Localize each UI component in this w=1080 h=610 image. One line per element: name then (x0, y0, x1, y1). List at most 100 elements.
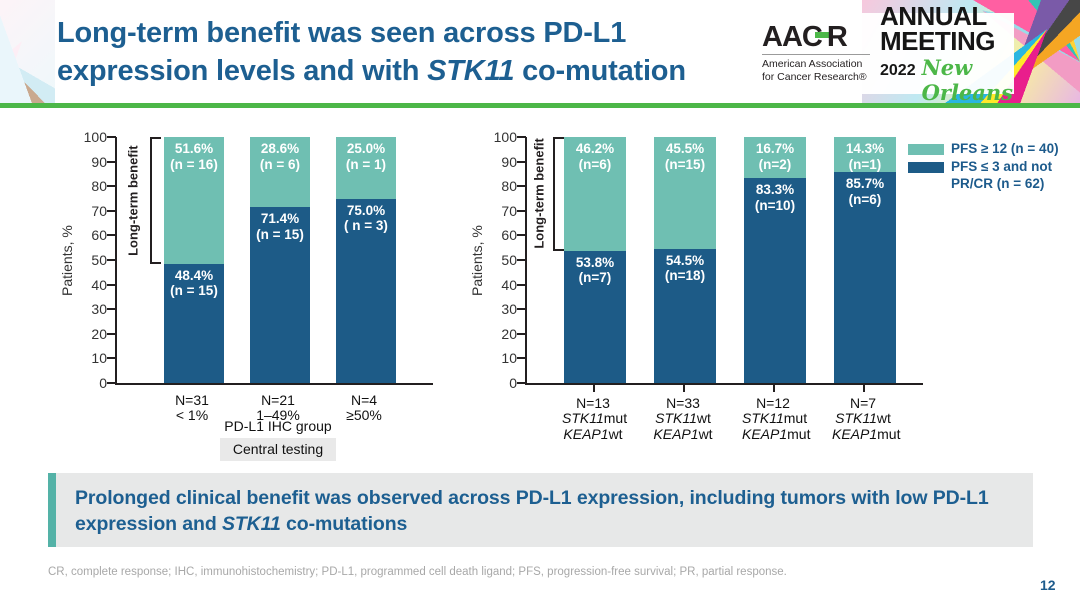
y-tick-label: 90 (501, 153, 517, 170)
bar-segment-label: 75.0%( n = 3) (324, 203, 408, 234)
segment-pfs12: 28.6% (n = 6) (250, 137, 310, 208)
segment-count: (n = 1) (345, 156, 387, 172)
meeting-text: MEETING (880, 26, 995, 56)
slide-header: Long-term benefit was seen across PD-L1 … (0, 0, 1080, 108)
bar-segment-label: 54.5% (n=18) (642, 253, 728, 284)
stacked-bar: 25.0% (n = 1) 75.0%( n = 3) (336, 137, 396, 383)
segment-percent: 53.8% (575, 254, 615, 270)
segment-pfs12: 25.0% (n = 1) (336, 137, 396, 199)
abbreviations-footnote: CR, complete response; IHC, immunohistoc… (48, 566, 787, 578)
legend-label: PFS ≥ 12 (n = 40) (951, 141, 1059, 156)
x-category-label-line: STK11mut (742, 410, 808, 427)
aacr-meeting-logo: AAC R American Association for Cancer Res… (752, 3, 1014, 105)
legend-item: PFS ≤ 3 and not PR/CR (n = 62) (908, 159, 1080, 192)
y-tick-label: 50 (91, 252, 107, 268)
page-title-line1: Long-term benefit was seen across PD-L1 (57, 17, 627, 49)
segment-pfs3: 71.4% (n = 15) (250, 207, 310, 383)
annual-text: ANNUAL (880, 1, 987, 32)
prism-collage-left-decoration (0, 0, 55, 103)
segment-percent: 16.7% (755, 141, 795, 156)
segment-pfs3: 83.3% (n=10) (744, 178, 806, 383)
stacked-bar: 45.5% (n=15) 54.5% (n=18) (654, 137, 716, 383)
x-category-label-line: N=13 (576, 395, 610, 411)
segment-count: (n=15) (664, 156, 706, 172)
y-tick-label: 90 (91, 153, 107, 170)
bar-segment-label: 28.6% (n = 6) (238, 141, 322, 172)
plot-area: 0 10 20 30 40 50 60 70 80 90 100 46.2% (n=6) 53.8% (n=… (494, 129, 923, 391)
segment-percent: 71.4% (260, 211, 300, 227)
y-tick-label: 70 (91, 202, 107, 219)
y-tick-label: 30 (91, 301, 107, 318)
y-tick-label: 0 (99, 375, 107, 391)
y-tick-label: 80 (91, 178, 107, 195)
segment-pfs12: 16.7% (n=2) (744, 137, 806, 179)
bar-segment-label: 46.2% (n=6) (552, 141, 638, 172)
y-tick-mark (517, 357, 526, 360)
segment-count: (n = 15) (256, 226, 304, 242)
y-tick-mark (517, 259, 526, 261)
segment-pfs12: 46.2% (n=6) (564, 137, 626, 251)
x-category-label-line: N=12 (756, 395, 790, 411)
y-tick-label: 20 (501, 325, 517, 342)
segment-percent: 85.7% (845, 176, 885, 192)
segment-percent: 25.0% (346, 141, 386, 156)
legend-swatch (908, 162, 944, 174)
stacked-bar: 16.7% (n=2) 83.3% (n=10) (744, 137, 806, 383)
bar-group: 51.6% (n = 16) 48.4% (n = 15) 28.6% (n = 6) 71… (117, 137, 433, 383)
y-tick-label: 0 (509, 375, 517, 391)
x-category-label-line: N=4 (350, 392, 378, 408)
segment-pfs12: 14.3% (n=1) (834, 137, 896, 173)
segment-count: (n=10) (754, 197, 796, 213)
segment-percent: 54.5% (665, 252, 705, 268)
y-tick-label: 60 (91, 227, 107, 244)
long-term-benefit-label: Long-term benefit (125, 145, 141, 256)
meeting-city: New Orleans (921, 54, 1013, 105)
meeting-year: 2022 (880, 61, 916, 79)
segment-percent: 51.6% (174, 141, 214, 156)
segment-percent: 45.5% (665, 141, 705, 156)
y-tick-mark (107, 332, 116, 335)
y-tick-mark (517, 185, 526, 188)
plot-area: 0 10 20 30 40 50 60 70 80 90 100 51.6% (n = 16) 48.4%… (84, 129, 433, 391)
y-tick-label: 100 (83, 129, 107, 145)
y-tick-mark (517, 234, 526, 237)
x-category-label-line: KEAP1wt (653, 425, 713, 442)
y-tick-mark (107, 136, 116, 138)
segment-count: (n=7) (578, 270, 612, 286)
aacr-letters: AAC (762, 21, 823, 54)
y-tick-label: 30 (501, 301, 517, 318)
y-tick-mark (517, 308, 526, 311)
aacr-divider (762, 54, 870, 56)
x-category-label-line: < 1% (175, 407, 209, 424)
segment-percent: 48.4% (174, 267, 214, 283)
y-tick-label: 10 (91, 350, 107, 367)
segment-percent: 46.2% (575, 141, 615, 156)
y-tick-mark (517, 283, 526, 286)
x-category-label-line: KEAP1mut (832, 425, 901, 442)
x-category-label: N=21 1–49% (248, 389, 308, 424)
key-takeaway-box: Prolonged clinical benefit was observed … (48, 473, 1033, 547)
y-tick-mark (107, 160, 116, 163)
aacr-letter-r: R (826, 21, 848, 54)
x-category-label: N=12 STK11mut KEAP1mut (742, 384, 811, 442)
y-tick-mark (107, 308, 116, 311)
segment-count: (n=1) (848, 156, 882, 172)
x-category-label-line: KEAP1mut (742, 425, 811, 442)
segment-count: (n = 15) (170, 283, 218, 299)
segment-pfs3: 54.5% (n=18) (654, 248, 716, 383)
bar-segment-label: 85.7% (n=6) (822, 176, 908, 207)
y-tick-mark (107, 209, 116, 212)
x-category-label-line: N=7 (849, 395, 877, 411)
long-term-benefit-bracket (150, 137, 161, 264)
aacr-org-line1: American Association (762, 58, 863, 71)
segment-count: (n = 6) (259, 156, 301, 172)
aacr-green-dash-icon (814, 32, 830, 39)
x-category-label: N=13 STK11mut KEAP1wt (562, 384, 627, 442)
y-tick-label: 100 (493, 129, 517, 145)
segment-pfs3: 75.0%( n = 3) (336, 198, 396, 383)
x-axis-title: PD-L1 IHC group (224, 418, 332, 434)
y-tick-mark (107, 283, 116, 286)
y-axis-title: Patients, % (469, 225, 485, 297)
x-category-label-line: 1–49% (256, 407, 300, 424)
